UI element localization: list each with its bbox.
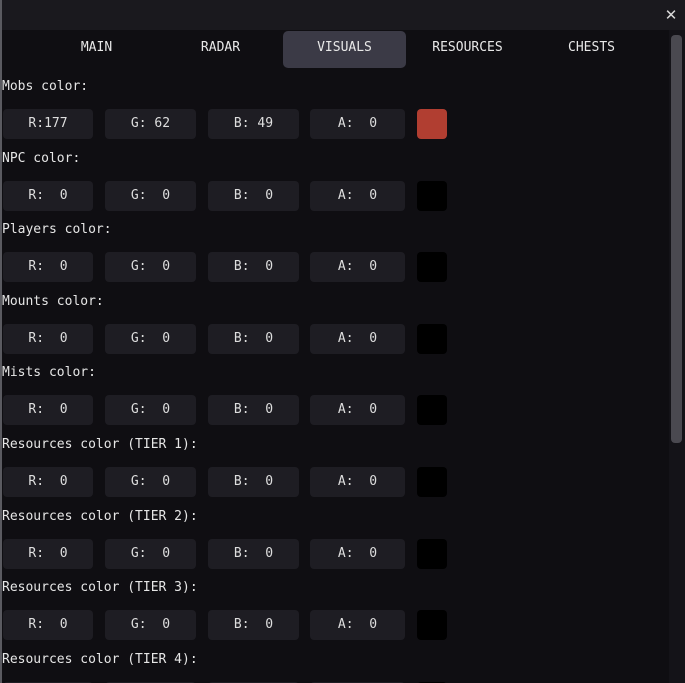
a-channel-input[interactable]: A: 0	[310, 395, 405, 426]
a-channel-input[interactable]: A: 0	[310, 252, 405, 283]
color-section-label: Mounts color:	[2, 293, 104, 309]
tab-radar[interactable]: RADAR	[200, 40, 241, 55]
r-channel-input[interactable]: R: 0	[3, 467, 93, 497]
color-section-label: Mobs color:	[2, 79, 89, 94]
color-swatch[interactable]	[417, 395, 447, 426]
g-channel-input[interactable]: G: 0	[105, 252, 196, 283]
a-channel-input[interactable]: A: 0	[310, 323, 405, 354]
b-channel-input[interactable]: B: 0	[208, 252, 299, 283]
scrollbar-thumb[interactable]	[671, 35, 682, 443]
r-channel-input[interactable]: R: 0	[3, 180, 93, 211]
color-swatch[interactable]	[417, 681, 447, 683]
r-channel-input[interactable]: R: 0	[3, 252, 93, 283]
b-channel-input[interactable]	[208, 681, 299, 683]
color-section-label: NPC color:	[2, 150, 81, 166]
color-section: Resources color (TIER 3): R: 0 G: 0 B: 0 A: …	[2, 531, 669, 641]
b-channel-input[interactable]: B: 0	[208, 467, 299, 497]
b-channel-input[interactable]: B: 0	[208, 323, 299, 354]
color-section-label: Players color:	[2, 222, 112, 238]
g-channel-input[interactable]: G: 0	[105, 538, 196, 569]
r-channel-input[interactable]	[3, 681, 93, 683]
color-section-label: Resources color (TIER 1):	[2, 437, 198, 452]
color-section-label: Mists color:	[2, 365, 96, 381]
a-channel-input[interactable]: A: 0	[310, 180, 405, 211]
color-section: Resources color (TIER 4):	[2, 603, 669, 683]
tab-visuals[interactable]: VISUALS	[283, 31, 406, 68]
b-channel-input[interactable]: B: 0	[208, 610, 299, 641]
color-section: NPC color: R: 0 G: 0 B: 0 A: 0	[2, 102, 669, 211]
b-channel-input[interactable]: B: 0	[208, 395, 299, 426]
color-swatch[interactable]	[417, 109, 447, 139]
window-border	[0, 0, 2, 683]
g-channel-input[interactable]	[105, 681, 196, 683]
tab-resources[interactable]: RESOURCES	[432, 40, 503, 55]
color-swatch[interactable]	[417, 323, 447, 354]
color-swatch[interactable]	[417, 610, 447, 641]
r-channel-input[interactable]: R:177	[3, 109, 93, 139]
color-section: Resources color (TIER 1): R: 0 G: 0 B: 0 A: …	[2, 388, 669, 497]
g-channel-input[interactable]: G: 0	[105, 180, 196, 211]
color-swatch[interactable]	[417, 538, 447, 569]
color-section-label: Resources color (TIER 2):	[2, 508, 198, 524]
a-channel-input[interactable]	[310, 681, 405, 683]
color-swatch[interactable]	[417, 252, 447, 283]
color-section: Mounts color: R: 0 G: 0 B: 0 A: 0	[2, 245, 669, 354]
b-channel-input[interactable]: B: 0	[208, 538, 299, 569]
g-channel-input[interactable]: G: 62	[105, 109, 196, 139]
color-section: Resources color (TIER 2): R: 0 G: 0 B: 0 A: …	[2, 460, 669, 569]
r-channel-input[interactable]: R: 0	[3, 610, 93, 641]
color-section-label: Resources color (TIER 3):	[2, 580, 198, 596]
close-icon[interactable]: ✕	[664, 6, 678, 24]
tab-chests[interactable]: CHESTS	[568, 40, 615, 55]
color-section: Players color: R: 0 G: 0 B: 0 A: 0	[2, 173, 669, 283]
color-swatch[interactable]	[417, 180, 447, 211]
tab-bar: MAIN RADAR VISUALS RESOURCES CHESTS	[2, 30, 669, 68]
a-channel-input[interactable]: A: 0	[310, 467, 405, 497]
color-section: Mobs color: R:177 G: 62 B: 49 A: 0	[2, 30, 669, 139]
color-section-label: Resources color (TIER 4):	[2, 651, 198, 667]
b-channel-input[interactable]: B: 49	[208, 109, 299, 139]
color-section: Mists color: R: 0 G: 0 B: 0 A: 0	[2, 316, 669, 426]
r-channel-input[interactable]: R: 0	[3, 538, 93, 569]
r-channel-input[interactable]: R: 0	[3, 395, 93, 426]
tab-main[interactable]: MAIN	[80, 40, 113, 55]
a-channel-input[interactable]: A: 0	[310, 610, 405, 641]
g-channel-input[interactable]: G: 0	[105, 323, 196, 354]
color-swatch[interactable]	[417, 467, 447, 497]
g-channel-input[interactable]: G: 0	[105, 395, 196, 426]
visuals-panel: MAIN RADAR VISUALS RESOURCES CHESTS Mobs col…	[2, 30, 669, 683]
scrollbar[interactable]	[669, 30, 685, 683]
g-channel-input[interactable]: G: 0	[105, 610, 196, 641]
a-channel-input[interactable]: A: 0	[310, 109, 405, 139]
b-channel-input[interactable]: B: 0	[208, 180, 299, 211]
a-channel-input[interactable]: A: 0	[310, 538, 405, 569]
g-channel-input[interactable]: G: 0	[105, 467, 196, 497]
r-channel-input[interactable]: R: 0	[3, 323, 93, 354]
